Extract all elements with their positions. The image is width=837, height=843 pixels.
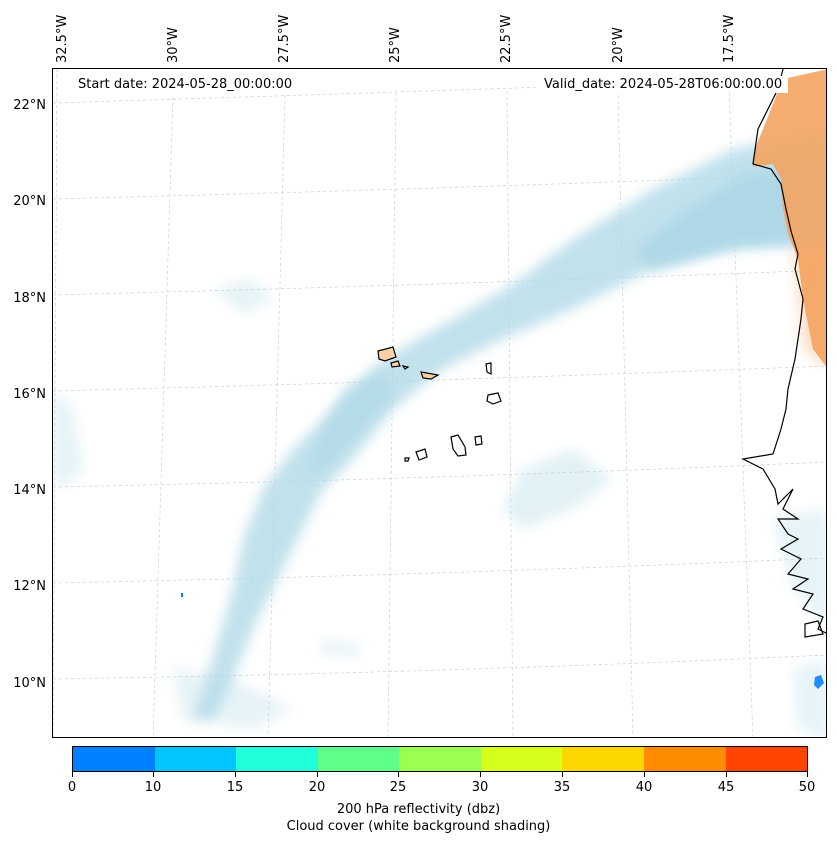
colorbar-tick: [235, 772, 236, 777]
colorbar-tick: [317, 772, 318, 777]
gridline-lat: [53, 654, 826, 680]
cloud-core: [633, 164, 826, 269]
radar-echo: [181, 593, 183, 597]
cloud-patch: [793, 659, 826, 737]
gridline-lat: [53, 461, 826, 488]
colorbar-segment: [562, 747, 644, 771]
colorbar-tick-label: 0: [67, 780, 77, 795]
lat-label: 16°N: [13, 387, 46, 402]
coastline: [741, 69, 826, 634]
island: [401, 365, 410, 370]
map-panel[interactable]: [52, 68, 827, 738]
colorbar-tick: [562, 772, 563, 777]
colorbar-tick: [153, 772, 154, 777]
lon-label: 20°W: [611, 27, 626, 63]
island: [390, 360, 401, 368]
gridline-lon: [267, 94, 286, 737]
island: [404, 457, 410, 462]
lat-label: 12°N: [13, 579, 46, 594]
island: [415, 448, 428, 461]
lat-label: 10°N: [13, 676, 46, 691]
land-africa-fade: [793, 249, 826, 368]
island: [485, 362, 492, 375]
colorbar-tick-label: 30: [471, 780, 489, 795]
colorbar-tick-label: 15: [226, 780, 244, 795]
cape-verde-islands: [377, 346, 502, 462]
colorbar: [72, 746, 808, 772]
colorbar-subtitle: Cloud cover (white background shading): [286, 819, 551, 834]
island: [377, 346, 397, 362]
colorbar-tick-label: 10: [144, 780, 162, 795]
cloud-patch: [53, 389, 83, 489]
colorbar-tick: [726, 772, 727, 777]
cloud-cover: [53, 129, 826, 737]
colorbar-tick-label: 40: [635, 780, 653, 795]
valid-date-label: Valid_date: 2024-05-28T06:00:00.00: [538, 76, 789, 93]
island: [450, 434, 467, 457]
colorbar-tick-label: 45: [717, 780, 735, 795]
island: [474, 435, 483, 446]
colorbar-segment: [643, 747, 726, 771]
radar-echo: [814, 675, 824, 689]
lon-label: 30°W: [166, 27, 181, 63]
lat-label: 20°N: [13, 194, 46, 209]
lon-label: 32.5°W: [55, 14, 70, 63]
colorbar-tick: [72, 772, 73, 777]
colorbar-tick: [644, 772, 645, 777]
cloud-core: [308, 369, 393, 474]
colorbar-tick-label: 35: [553, 780, 571, 795]
colorbar-segment: [317, 747, 400, 771]
colorbar-tick: [480, 772, 481, 777]
colorbar-tick-label: 20: [308, 780, 326, 795]
gridline-lon: [152, 96, 174, 737]
colorbar-tick-label: 25: [389, 780, 407, 795]
island: [486, 392, 502, 405]
cloud-patch: [173, 669, 293, 729]
colorbar-tick: [807, 772, 808, 777]
colorbar-tick: [398, 772, 399, 777]
colorbar-segment: [73, 747, 155, 771]
colorbar-segment: [480, 747, 563, 771]
gridline-lon: [506, 90, 514, 737]
lon-label: 27.5°W: [277, 14, 292, 63]
gridline-lat: [53, 269, 826, 296]
lat-label: 18°N: [13, 291, 46, 306]
map-canvas: [53, 69, 826, 737]
colorbar-segment: [725, 747, 808, 771]
lat-label: 22°N: [13, 98, 46, 113]
gridline-lat: [53, 557, 826, 584]
cloud-patch: [773, 509, 826, 627]
colorbar-segment: [236, 747, 318, 771]
cloud-patch: [503, 449, 613, 529]
start-date-label: Start date: 2024-05-28_00:00:00: [72, 76, 299, 93]
lon-label: 25°W: [388, 27, 403, 63]
gridline-lon: [617, 88, 634, 737]
island: [420, 371, 440, 380]
lon-label: 22.5°W: [499, 14, 514, 63]
colorbar-segment: [154, 747, 237, 771]
gridline-lon: [53, 69, 58, 737]
coastline: [804, 620, 824, 638]
lon-label: 17.5°W: [722, 14, 737, 63]
colorbar-segment: [399, 747, 481, 771]
cloud-patch: [318, 639, 363, 659]
lat-label: 14°N: [13, 483, 46, 498]
cloud-patch: [213, 279, 273, 314]
colorbar-title: 200 hPa reflectivity (dbz): [336, 802, 501, 817]
colorbar-tick-label: 50: [798, 780, 816, 795]
